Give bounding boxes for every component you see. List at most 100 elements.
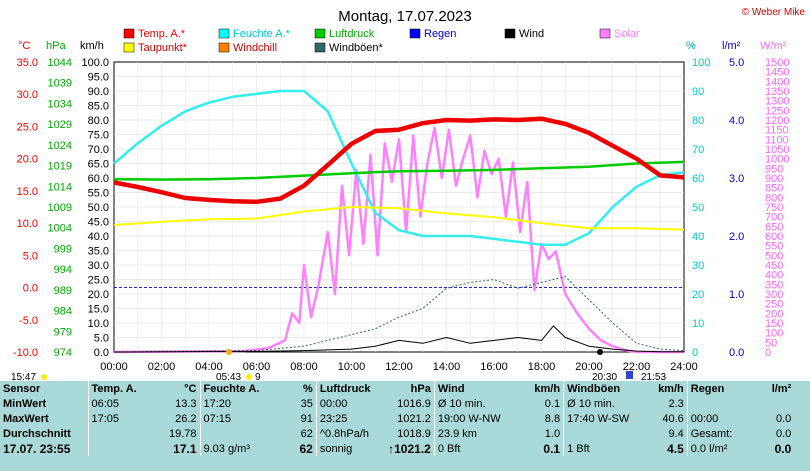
humidity-value: 62 [300,427,313,440]
temp-tick-label: -5.0 [19,315,38,327]
rain-value [747,396,794,411]
humidity-tick-label: 30 [692,260,704,272]
wind-info: 19:00 W-NW [433,411,504,426]
humidity-value: 91 [300,412,313,425]
wind-tick-label: 90.0 [88,86,109,98]
sunrise-sun-icon [246,374,252,380]
x-tick-label: 10:00 [338,361,366,373]
rain-axis-unit: l/m² [722,40,741,52]
x-tick-label: 14:00 [433,361,461,373]
legend-label: Windchill [233,42,277,54]
gust-value: 9.4 [668,427,684,440]
series-line-luftdruck [113,160,685,181]
legend-label: Taupunkt* [138,42,188,54]
moonrise-marker-icon [597,349,603,355]
legend-label: Wind [519,28,544,40]
temp-axis-unit: °C [18,40,30,52]
rain-tick-label: 5.0 [729,57,744,69]
wind-value: 8.8 [544,412,561,425]
rain-info: Gesamt: [686,426,748,441]
pressure-tick-label: 1019 [48,161,72,173]
wind-value: 0.1 [544,397,561,410]
pressure-tick-label: 1039 [48,78,72,90]
summary-row-max: MaxWert 17:05 26.2 07:15 91 23:25 1021.2… [0,411,794,426]
time-left-label: 15:47 [11,372,36,381]
x-tick-label: 04:00 [195,361,223,373]
x-tick-label: 02:00 [148,361,176,373]
rain-tick-label: 4.0 [729,115,744,127]
humidity-abs: 9.03 g/m³ [199,441,263,456]
humidity-tick-label: 60 [692,173,704,185]
solar-tick-label: 250 [765,299,783,311]
temp-tick-label: -10.0 [13,347,38,359]
temp-tick-label: 30.0 [17,89,38,101]
x-tick-label: 00:00 [100,361,128,373]
credit-text: © Weber Mike [742,7,806,18]
pressure-tick-label: 1014 [48,181,72,193]
legend-swatch [218,42,230,53]
temp-time: 17:05 [87,411,148,426]
summary-panel: Sensor Temp. A. °C Feuchte A. % Luftdruc… [0,381,810,471]
pressure-tick-label: 974 [54,347,72,359]
solar-tick-label: 850 [765,183,783,195]
grid [114,62,684,352]
solar-tick-label: 150 [765,318,783,330]
legend-swatch [218,28,230,39]
legend-label: Temp. A.* [138,28,186,40]
axis-ticks: 35.0 30.0 25.0 20.0 15.0 10.0 5.0 0.0 -5.0 -10.0 1… [13,57,790,373]
rain-value: 0.0 [774,441,792,456]
humidity-time: 07:15 [199,411,263,426]
wind-tick-label: 75.0 [88,130,109,142]
temp-value: 26.2 [175,412,197,425]
series-line-temp-a [113,116,685,205]
gust-value: 40.6 [662,412,684,425]
header-wind: Wind [433,381,504,396]
humidity-tick-label: 0 [692,347,698,359]
weather-text: sonnig [315,441,377,456]
rain-total: 0.0 l/m² [686,441,748,456]
temp-tick-label: 25.0 [17,121,38,133]
header-sensor: Sensor [3,382,41,395]
solar-tick-label: 200 [765,308,783,320]
pressure-tick-label: 994 [54,264,72,276]
wind-tick-label: 55.0 [88,188,109,200]
temp-tick-label: 0.0 [23,283,38,295]
wind-tick-label: 40.0 [88,231,109,243]
x-tick-label: 06:00 [243,361,271,373]
wind-axis-unit: km/h [80,40,104,52]
temp-time: 06:05 [87,396,148,411]
pressure-tick-label: 999 [54,243,72,255]
solar-tick-label: 350 [765,279,783,291]
header-humidity: Feuchte A. [199,381,263,396]
legend-label: Regen [424,28,456,40]
wind-tick-label: 0.0 [94,347,109,359]
solar-tick-label: 550 [765,241,783,253]
wind-tick-label: 20.0 [88,289,109,301]
legend-swatch [123,42,135,53]
legend-swatch [599,28,611,39]
header-temp: Temp. A. [87,381,148,396]
legend-swatch [314,42,326,53]
header-wind-unit: km/h [534,382,561,395]
series-layer [113,89,685,354]
humidity-axis-unit: % [686,40,696,52]
series-line-feuchte-a [113,89,685,246]
wind-tick-label: 80.0 [88,115,109,127]
wind-tick-label: 45.0 [88,217,109,229]
temp-tick-label: 15.0 [17,186,38,198]
solar-tick-label: 1200 [765,115,789,127]
summary-row-min: MinWert 06:05 13.3 17:20 35 00:00 1016.9… [0,396,794,411]
x-tick-label: 24:00 [670,361,698,373]
rain-tick-label: 0.0 [729,347,744,359]
wind-tick-label: 95.0 [88,72,109,84]
gust-bft: 1 Bft [563,441,633,456]
wind-tick-label: 65.0 [88,159,109,171]
pressure-time: 00:00 [315,396,377,411]
solar-tick-label: 1100 [765,134,789,146]
humidity-time: 17:20 [199,396,263,411]
gust-info: Ø 10 min. [563,396,633,411]
x-tick-label: 16:00 [480,361,508,373]
wind-info: Ø 10 min. [433,396,504,411]
wind-value: 1.0 [544,427,561,440]
row-label: MinWert [3,397,47,410]
